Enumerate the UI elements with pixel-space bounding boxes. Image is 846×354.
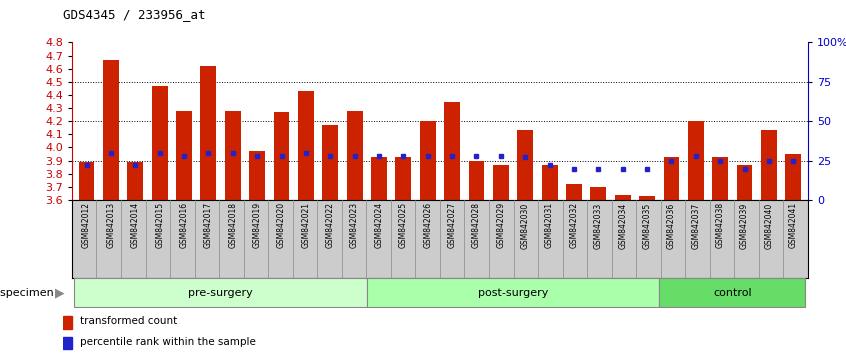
Bar: [615, 195, 630, 200]
Bar: [640, 196, 655, 200]
Bar: [395, 157, 411, 200]
Bar: [659, 279, 805, 307]
Bar: [103, 59, 118, 200]
Text: GSM842038: GSM842038: [716, 202, 725, 249]
Text: GSM842014: GSM842014: [131, 202, 140, 249]
Bar: [469, 161, 485, 200]
Bar: [566, 184, 582, 200]
Bar: [347, 111, 363, 200]
Text: GSM842040: GSM842040: [765, 202, 773, 249]
Text: GSM842037: GSM842037: [691, 202, 700, 249]
Bar: [176, 111, 192, 200]
Bar: [371, 157, 387, 200]
Text: GSM842027: GSM842027: [448, 202, 457, 249]
Bar: [298, 91, 314, 200]
Text: GSM842041: GSM842041: [788, 202, 798, 249]
Bar: [63, 316, 72, 329]
Bar: [517, 130, 533, 200]
Text: GSM842018: GSM842018: [228, 202, 237, 249]
Text: GSM842035: GSM842035: [643, 202, 651, 249]
Bar: [79, 162, 95, 200]
Bar: [712, 157, 728, 200]
Bar: [737, 165, 752, 200]
Text: GSM842012: GSM842012: [82, 202, 91, 249]
Bar: [225, 111, 240, 200]
Text: transformed count: transformed count: [80, 316, 177, 326]
Bar: [322, 125, 338, 200]
Text: GSM842015: GSM842015: [155, 202, 164, 249]
Text: percentile rank within the sample: percentile rank within the sample: [80, 337, 255, 347]
Text: GSM842020: GSM842020: [277, 202, 286, 249]
Bar: [63, 337, 72, 349]
Bar: [541, 165, 558, 200]
Text: GSM842028: GSM842028: [472, 202, 481, 249]
Text: GSM842034: GSM842034: [618, 202, 627, 249]
Text: GSM842017: GSM842017: [204, 202, 213, 249]
Text: GSM842021: GSM842021: [301, 202, 310, 249]
Text: GSM842026: GSM842026: [423, 202, 432, 249]
Bar: [663, 157, 679, 200]
Text: GSM842023: GSM842023: [350, 202, 359, 249]
Bar: [367, 279, 659, 307]
Bar: [420, 121, 436, 200]
Text: GSM842019: GSM842019: [253, 202, 261, 249]
Bar: [128, 162, 143, 200]
Text: ▶: ▶: [55, 286, 64, 299]
Bar: [688, 121, 704, 200]
Text: GSM842031: GSM842031: [545, 202, 554, 249]
Text: GSM842016: GSM842016: [179, 202, 189, 249]
Text: GSM842033: GSM842033: [594, 202, 603, 249]
Text: post-surgery: post-surgery: [478, 288, 548, 298]
Bar: [493, 165, 508, 200]
Text: GSM842032: GSM842032: [569, 202, 579, 249]
Text: GDS4345 / 233956_at: GDS4345 / 233956_at: [63, 8, 206, 21]
Text: GSM842024: GSM842024: [375, 202, 383, 249]
Bar: [785, 154, 801, 200]
Text: GSM842022: GSM842022: [326, 202, 335, 249]
Bar: [151, 86, 168, 200]
Bar: [444, 102, 460, 200]
Text: pre-surgery: pre-surgery: [188, 288, 253, 298]
Text: GSM842013: GSM842013: [107, 202, 115, 249]
Text: control: control: [713, 288, 752, 298]
Bar: [591, 187, 607, 200]
Bar: [250, 152, 265, 200]
Text: GSM842029: GSM842029: [497, 202, 505, 249]
Bar: [74, 279, 367, 307]
Text: GSM842036: GSM842036: [667, 202, 676, 249]
Bar: [201, 66, 217, 200]
Text: GSM842039: GSM842039: [740, 202, 749, 249]
Bar: [761, 130, 777, 200]
Text: specimen: specimen: [0, 288, 58, 298]
Text: GSM842030: GSM842030: [521, 202, 530, 249]
Bar: [273, 112, 289, 200]
Text: GSM842025: GSM842025: [398, 202, 408, 249]
